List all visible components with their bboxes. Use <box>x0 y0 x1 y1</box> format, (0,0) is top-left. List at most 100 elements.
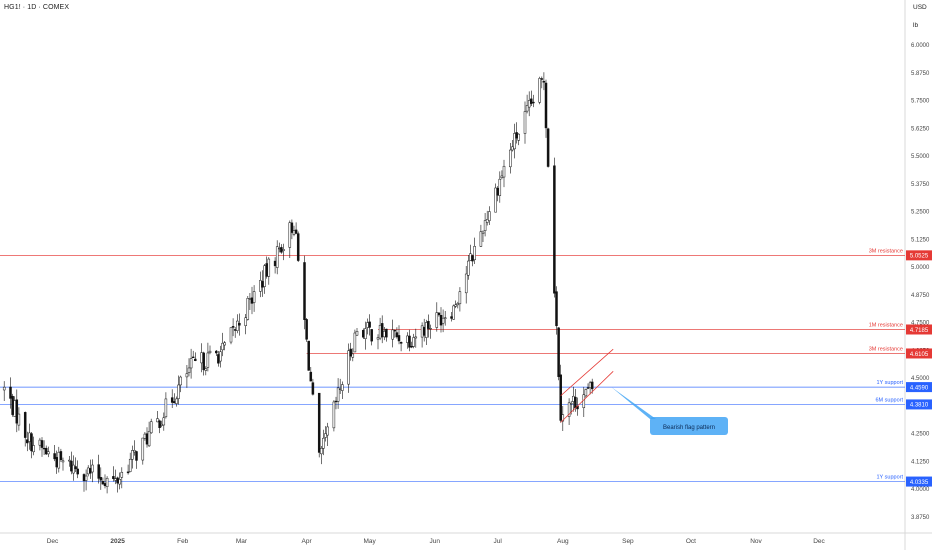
candle-body-20 <box>61 460 65 463</box>
candle-body-124 <box>368 321 371 328</box>
candle-body-86 <box>259 280 262 292</box>
candle-body-121 <box>362 329 365 338</box>
candle-body-175 <box>517 133 520 141</box>
candle-body-23 <box>72 464 75 474</box>
candle-body-173 <box>513 133 516 150</box>
x-tick-label-2: Feb <box>177 538 189 545</box>
channel-upper <box>560 348 614 397</box>
candle-body-185 <box>546 128 550 167</box>
candle-body-22 <box>70 460 73 472</box>
candle-body-0 <box>2 386 6 391</box>
candle-body-3 <box>13 400 16 417</box>
candle-body-137 <box>408 335 411 348</box>
candle-body-123 <box>366 322 369 328</box>
candle-body-85 <box>252 291 256 303</box>
candle-body-35 <box>105 477 109 487</box>
candle-body-178 <box>527 100 531 108</box>
candle-body-49 <box>147 430 151 447</box>
candle-body-106 <box>317 392 321 453</box>
y-tick-label-6: 5.2500 <box>911 210 930 216</box>
candle-body-41 <box>126 471 130 474</box>
price-badges: 5.0525 4.7185 4.6105 4.4590 4.3810 4.0335 <box>906 250 932 487</box>
candle-body-10 <box>32 445 35 453</box>
candle-body-62 <box>187 367 191 373</box>
price-badge-text-2: 4.6105 <box>910 352 929 358</box>
candle-body-109 <box>324 433 327 438</box>
candle-body-164 <box>485 219 489 223</box>
candle-body-8 <box>28 432 31 442</box>
candle-body-6 <box>23 412 27 438</box>
y-tick-label-15: 4.1250 <box>911 459 930 465</box>
candle-body-133 <box>395 332 399 338</box>
price-axis[interactable]: 6.0000 5.8750 5.7500 5.6250 5.5000 5.3750 5.25… <box>911 43 930 521</box>
candle-body-12 <box>40 440 44 448</box>
y-tick-label-10: 4.7500 <box>911 321 930 327</box>
price-badge-text-3: 4.4590 <box>910 385 929 391</box>
x-tick-label-0: Dec <box>47 538 59 545</box>
candle-body-63 <box>189 358 193 369</box>
candle-body-76 <box>229 327 233 343</box>
candle-body-160 <box>473 246 476 261</box>
callout-box <box>650 417 728 435</box>
candle-body-108 <box>322 437 325 449</box>
candle-body-166 <box>494 187 497 213</box>
candle-body-145 <box>429 328 432 330</box>
candle-body-125 <box>370 329 373 342</box>
candle-body-97 <box>290 222 294 233</box>
candle-body-148 <box>439 315 443 326</box>
candle-body-179 <box>530 98 533 104</box>
candle-body-95 <box>282 249 285 251</box>
candle-body-156 <box>464 273 468 294</box>
candle-body-116 <box>347 350 350 385</box>
candle-body-81 <box>244 317 247 326</box>
candle-body-14 <box>44 447 48 455</box>
time-axis[interactable]: Dec 2025 Feb Mar Apr May Jun Jul Aug Sep Oct Nov Dec <box>47 538 826 545</box>
candle-body-94 <box>280 247 283 253</box>
currency-label: USD <box>913 4 927 11</box>
price-badge-2 <box>906 348 932 359</box>
candle-body-194 <box>574 396 577 409</box>
candle-body-190 <box>561 414 565 422</box>
candle-body-167 <box>496 187 499 196</box>
candle-body-100 <box>296 233 300 261</box>
y-tick-label-8: 5.0000 <box>911 265 930 271</box>
candle-body-171 <box>509 149 512 168</box>
candle-body-98 <box>292 230 296 235</box>
candle-body-183 <box>542 80 546 83</box>
candle-body-73 <box>219 351 222 362</box>
candle-body-60 <box>179 376 182 386</box>
callout-text: Bearish flag pattern <box>663 425 715 431</box>
candle-body-34 <box>103 483 107 487</box>
candle-body-193 <box>572 395 575 402</box>
candle-body-196 <box>582 394 586 409</box>
candle-body-189 <box>559 374 562 421</box>
candle-body-103 <box>307 340 310 371</box>
candle-body-101 <box>303 262 306 320</box>
x-tick-label-3: Mar <box>236 538 248 545</box>
price-badge-4 <box>906 399 932 410</box>
y-tick-label-0: 6.0000 <box>911 43 930 49</box>
candle-body-75 <box>223 342 226 346</box>
candle-body-113 <box>336 387 340 402</box>
level-label-1: 1M resistance <box>869 322 903 328</box>
candle-body-38 <box>116 477 119 484</box>
candle-body-197 <box>584 389 588 397</box>
candle-body-64 <box>191 356 195 358</box>
y-tick-label-7: 5.1250 <box>911 237 930 243</box>
candle-body-159 <box>471 255 474 262</box>
candle-body-180 <box>532 101 535 104</box>
candle-body-67 <box>202 352 205 371</box>
channel-lower <box>560 371 614 423</box>
candle-body-24 <box>74 466 77 470</box>
price-badge-text-1: 4.7185 <box>910 328 929 334</box>
candle-body-65 <box>194 358 197 361</box>
y-tick-label-5: 5.3750 <box>911 182 930 188</box>
candle-body-139 <box>412 337 415 347</box>
candle-body-1 <box>9 386 12 399</box>
candle-body-93 <box>278 247 281 250</box>
candle-body-56 <box>170 397 174 403</box>
candle-body-152 <box>452 305 455 320</box>
candle-body-4 <box>15 399 19 424</box>
candle-body-184 <box>544 82 548 129</box>
